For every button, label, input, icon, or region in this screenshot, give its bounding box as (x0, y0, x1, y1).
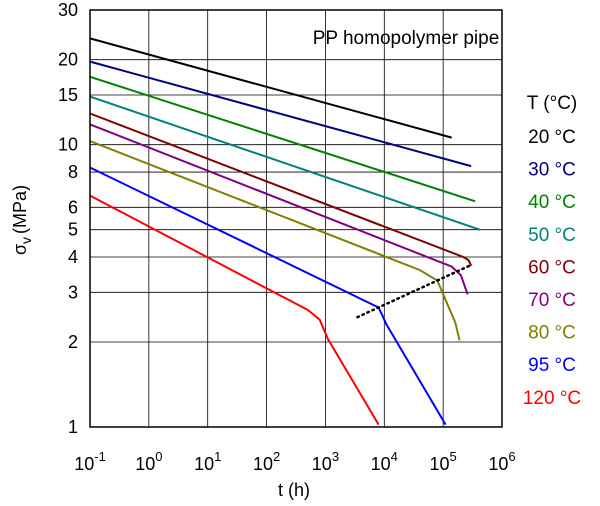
legend-item: 20 °C (528, 127, 576, 148)
series-line-60c (89, 112, 473, 267)
y-tick-label: 30 (58, 0, 78, 20)
chart-title: PP homopolymer pipe (313, 28, 500, 49)
x-tick-label: 10-1 (74, 449, 106, 474)
x-axis-label: t (h) (278, 480, 310, 500)
legend-item: 30 °C (528, 160, 576, 181)
x-tick-label-exponent: -1 (94, 449, 106, 464)
x-tick-label: 102 (253, 449, 280, 474)
annotation-layer (356, 263, 473, 319)
y-tick-label: 15 (58, 85, 78, 105)
x-tick-label-exponent: 5 (450, 449, 457, 464)
x-tick-label-base: 10 (74, 454, 94, 474)
x-tick-label-base: 10 (488, 454, 508, 474)
y-axis-label: σv (MPa) (10, 185, 34, 255)
y-tick-label: 10 (58, 135, 78, 155)
series-line-20c (89, 37, 452, 139)
legend-item: 40 °C (528, 192, 576, 213)
legend-item: 95 °C (528, 355, 576, 376)
y-tick-label: 6 (68, 197, 78, 217)
x-tick-label-exponent: 2 (273, 449, 280, 464)
legend-item: 120 °C (523, 388, 581, 409)
x-tick-label-base: 10 (194, 454, 214, 474)
series-line-95c (89, 166, 447, 426)
y-tick-label: 8 (68, 162, 78, 182)
x-tick-label-base: 10 (312, 454, 332, 474)
series-line-30c (89, 60, 472, 168)
x-tick-label-exponent: 6 (508, 449, 515, 464)
x-tick-label: 100 (135, 449, 162, 474)
legend-item: 70 °C (528, 290, 576, 311)
series-line-40c (89, 75, 476, 203)
y-tick-label: 5 (68, 220, 78, 240)
x-tick-label-exponent: 4 (391, 449, 398, 464)
series-line-80c (89, 140, 461, 341)
y-axis-label-unit: (MPa) (10, 185, 30, 234)
x-tick-label-exponent: 0 (155, 449, 162, 464)
x-tick-label-base: 10 (135, 454, 155, 474)
legend-item: 50 °C (528, 225, 576, 246)
x-tick-label-exponent: 1 (214, 449, 221, 464)
x-tick-label-base: 10 (371, 454, 391, 474)
legend-item: 60 °C (528, 257, 576, 278)
y-tick-label: 3 (68, 282, 78, 302)
y-tick-label: 4 (68, 247, 78, 267)
plot-frame (89, 9, 503, 428)
x-tick-labels: 10-1 100 101 102 103 104 105 106 (74, 449, 515, 474)
y-tick-label: 2 (68, 332, 78, 352)
y-axis-label-subscript: v (18, 237, 34, 244)
x-tick-label-base: 10 (430, 454, 450, 474)
x-tick-label-exponent: 3 (332, 449, 339, 464)
y-tick-label: 1 (68, 417, 78, 437)
legend: 20 °C 30 °C 40 °C 50 °C 60 °C 70 °C 80 °C 95 °C… (523, 127, 581, 409)
x-tick-label: 106 (488, 449, 515, 474)
y-tick-label: 20 (58, 50, 78, 70)
x-tick-label-base: 10 (253, 454, 273, 474)
legend-item: 80 °C (528, 323, 576, 344)
x-tick-label: 105 (430, 449, 457, 474)
y-tick-labels: 1 2 3 4 5 6 8 10 15 20 30 (58, 0, 78, 437)
x-tick-label: 101 (194, 449, 221, 474)
series-line-120c (89, 194, 380, 426)
grid (89, 9, 503, 428)
legend-title: T (°C) (527, 93, 578, 114)
x-tick-label: 104 (371, 449, 398, 474)
x-tick-label: 103 (312, 449, 339, 474)
dotted-trend-line (356, 263, 473, 319)
series-line-50c (89, 95, 481, 231)
y-axis-label-symbol: σ (10, 244, 30, 255)
